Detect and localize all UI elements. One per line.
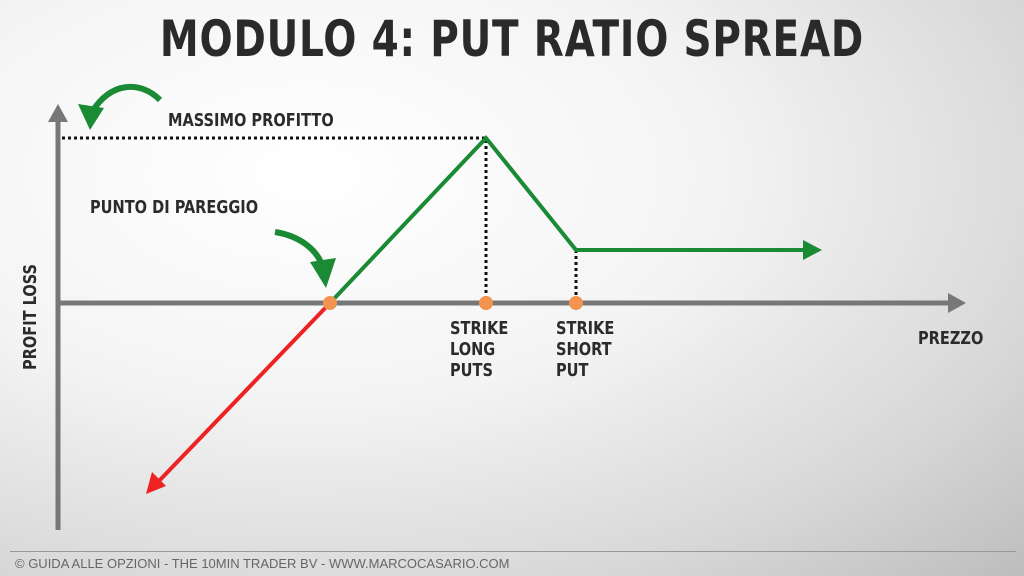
label-line: STRIKE xyxy=(556,318,615,339)
x-axis-label: PREZZO xyxy=(918,328,984,349)
footer-divider xyxy=(10,551,1016,552)
label-line: PUT xyxy=(556,360,589,381)
x-axis-arrowhead xyxy=(948,293,966,313)
y-axis-label: PROFIT LOSS xyxy=(20,263,41,370)
loss-arrowhead xyxy=(146,472,166,494)
profit-arrowhead xyxy=(803,240,822,260)
strike-long-label: STRIKE LONG PUTS xyxy=(450,318,508,381)
curved-arrow-head-icon xyxy=(78,104,104,130)
profit-line xyxy=(328,134,805,305)
strike-long-marker xyxy=(479,296,493,310)
footer-copyright: © GUIDA ALLE OPZIONI - THE 10MIN TRADER … xyxy=(15,556,510,571)
breakeven-label: PUNTO DI PAREGGIO xyxy=(90,197,259,218)
label-line: PUTS xyxy=(450,360,493,381)
label-line: LONG xyxy=(450,339,496,360)
label-line: SHORT xyxy=(556,339,612,360)
strike-short-label: STRIKE SHORT PUT xyxy=(556,318,614,381)
page-title: MODULO 4: PUT RATIO SPREAD xyxy=(159,10,865,68)
breakeven-marker xyxy=(323,296,337,310)
loss-line xyxy=(156,301,332,484)
y-axis-arrowhead xyxy=(48,104,68,122)
max-profit-label: MASSIMO PROFITTO xyxy=(168,110,334,131)
curved-arrow-head-icon xyxy=(310,258,336,288)
curved-arrow-icon xyxy=(89,83,163,114)
label-line: STRIKE xyxy=(450,318,509,339)
strike-short-marker xyxy=(569,296,583,310)
